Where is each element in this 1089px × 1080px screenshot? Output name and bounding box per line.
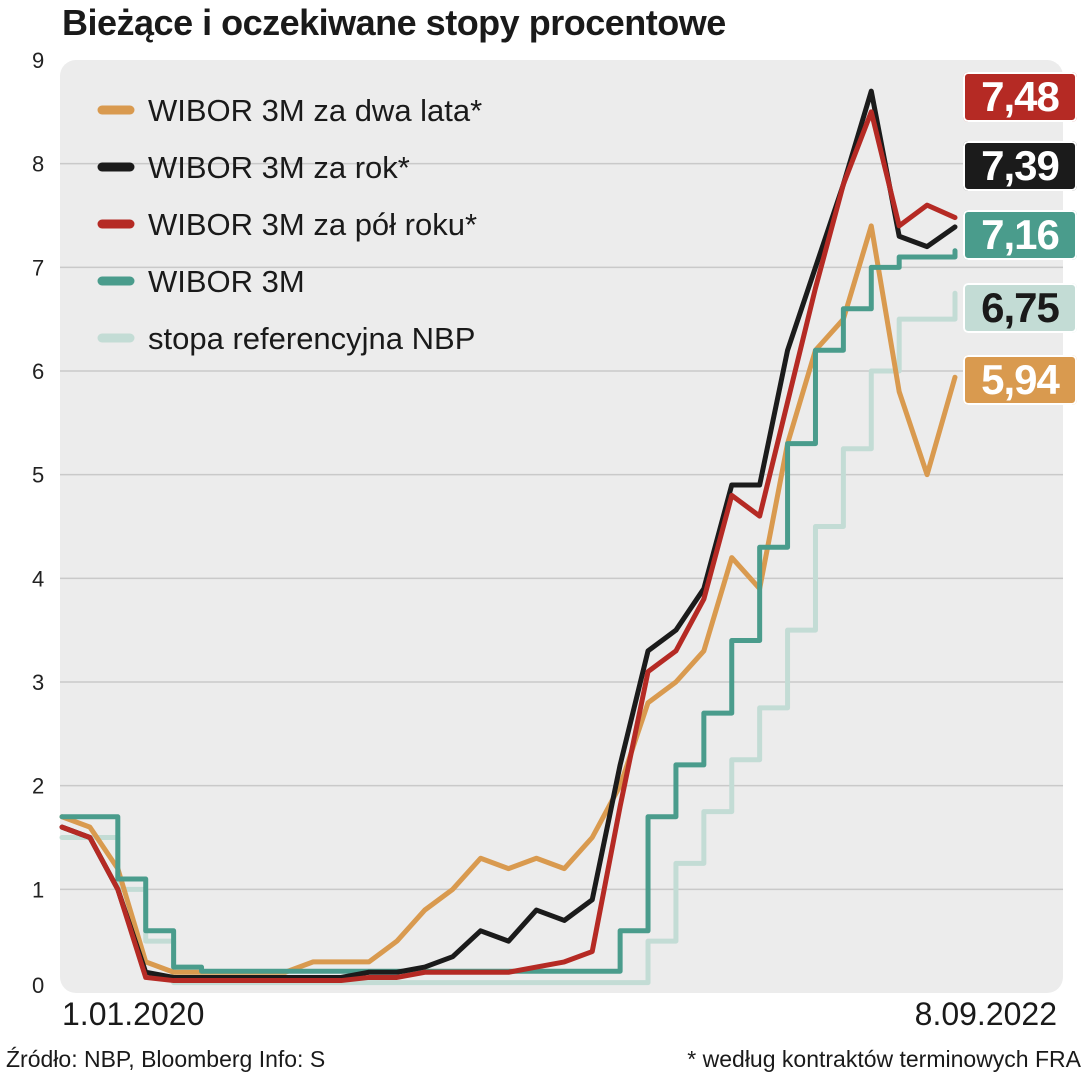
x-axis-end-label: 8.09.2022	[914, 996, 1057, 1032]
y-tick-label: 8	[32, 152, 44, 177]
last-value-badge: 6,75	[963, 283, 1077, 333]
y-tick-label: 3	[32, 670, 44, 695]
y-tick-label: 2	[32, 774, 44, 799]
legend: WIBOR 3M za dwa lata* WIBOR 3M za rok* WIB…	[97, 93, 482, 356]
y-tick-label: 4	[32, 566, 44, 591]
series-line-3	[59, 248, 958, 974]
y-tick-label: 9	[32, 48, 44, 73]
x-axis-start-label: 1.01.2020	[62, 996, 205, 1032]
last-value-badge: 7,48	[963, 72, 1077, 122]
y-tick-label: 1	[32, 877, 44, 902]
last-value-badge: 5,94	[963, 355, 1077, 405]
series-line-1	[59, 88, 958, 980]
legend-label: WIBOR 3M za rok*	[148, 150, 410, 185]
y-tick-label: 5	[32, 463, 44, 488]
source-note: Źródło: NBP, Bloomberg Info: S	[6, 1046, 326, 1072]
chart-title: Bieżące i oczekiwane stopy procentowe	[62, 2, 726, 43]
y-tick-label: 0	[32, 973, 44, 998]
legend-label: WIBOR 3M	[148, 264, 305, 299]
legend-label: WIBOR 3M za pół roku*	[148, 207, 477, 242]
legend-label: stopa referencyjna NBP	[148, 321, 475, 356]
series-line-2	[59, 109, 958, 984]
fra-footnote: * według kontraktów terminowych FRA	[687, 1046, 1081, 1072]
last-value-badge: 7,39	[963, 141, 1077, 191]
series-lines	[59, 88, 958, 986]
last-value-badge: 7,16	[963, 210, 1077, 260]
y-tick-label: 6	[32, 359, 44, 384]
y-tick-label: 7	[32, 255, 44, 280]
series-line-4	[59, 290, 958, 986]
y-axis-ticks: 0 1 2 3 4 5 6 7 8 9	[32, 48, 44, 998]
legend-label: WIBOR 3M za dwa lata*	[148, 93, 482, 128]
